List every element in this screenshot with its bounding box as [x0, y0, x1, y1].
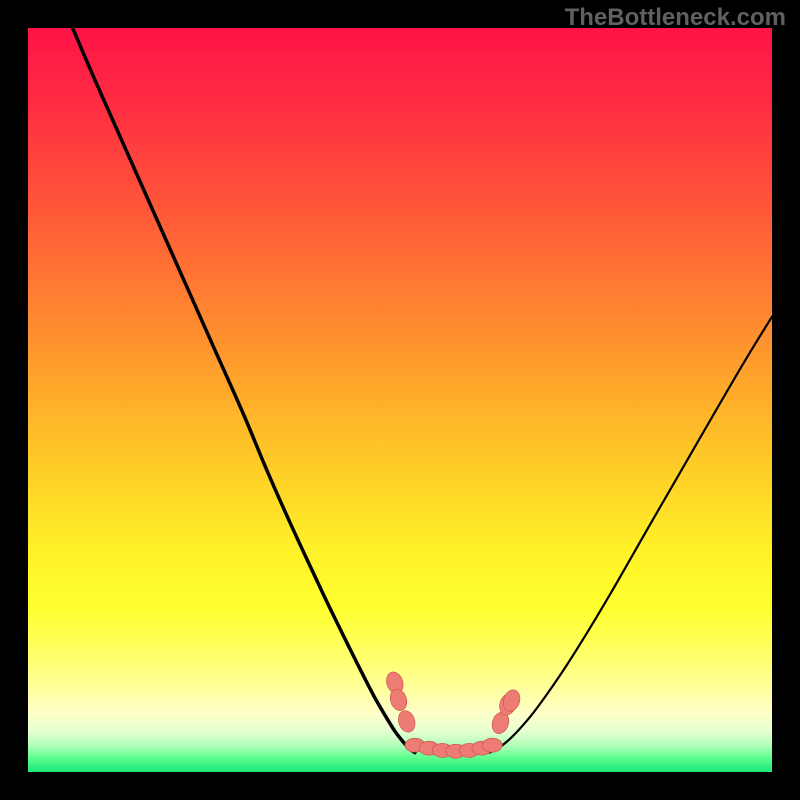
watermark-label: TheBottleneck.com	[565, 4, 786, 32]
chart-svg	[28, 28, 772, 772]
marker-bottom-6	[482, 738, 502, 752]
plot-area	[28, 28, 772, 772]
gradient-background	[28, 28, 772, 772]
